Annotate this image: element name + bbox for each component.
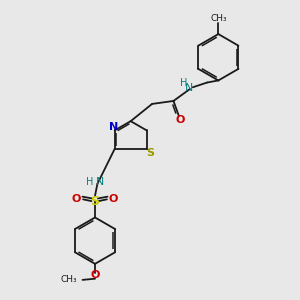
Text: CH₃: CH₃ [210, 14, 227, 23]
Text: N: N [96, 177, 104, 188]
Text: O: O [72, 194, 81, 204]
Text: H: H [180, 78, 187, 88]
Text: CH₃: CH₃ [61, 275, 77, 284]
Text: H: H [86, 176, 94, 187]
Text: S: S [146, 148, 154, 158]
Text: S: S [91, 195, 100, 208]
Text: N: N [109, 122, 118, 132]
Text: N: N [185, 83, 194, 93]
Text: O: O [176, 115, 185, 125]
Text: O: O [109, 194, 118, 204]
Text: O: O [90, 269, 100, 280]
